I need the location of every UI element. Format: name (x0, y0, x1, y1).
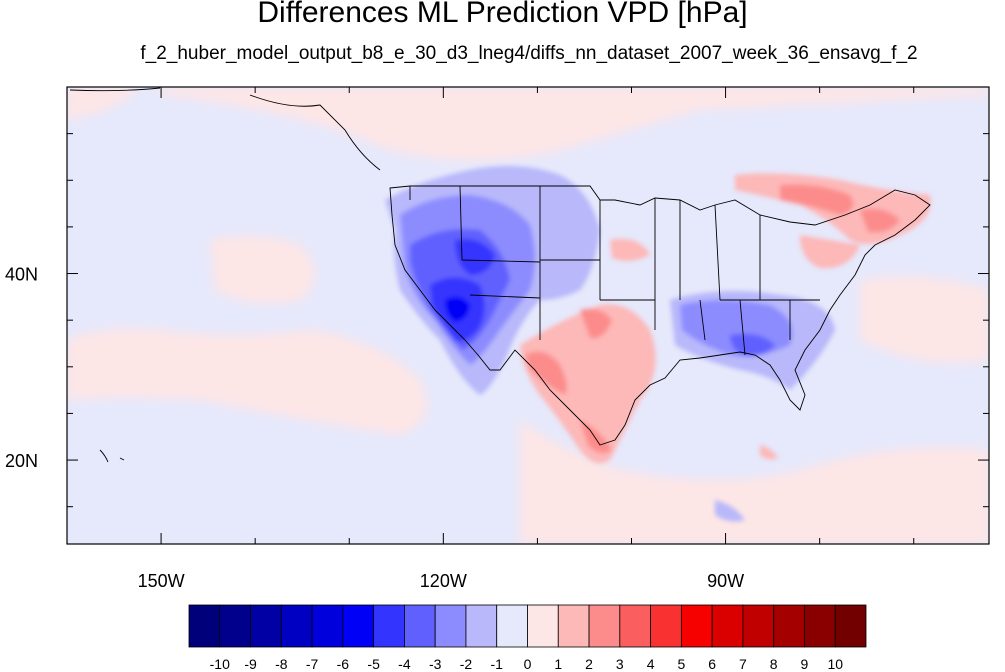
x-tick-label: 150W (138, 571, 185, 591)
colorbar-swatch (619, 604, 651, 648)
colorbar-label: -5 (367, 656, 380, 672)
colorbar-label: -9 (244, 656, 257, 672)
colorbar-swatch (250, 604, 282, 648)
colorbar-label: -1 (491, 656, 504, 672)
y-tick-label: 20N (5, 451, 38, 471)
colorbar-label: 3 (616, 656, 624, 672)
colorbar-swatch (219, 604, 251, 648)
colorbar-label: -7 (306, 656, 319, 672)
colorbar-label: 8 (770, 656, 778, 672)
x-axis-labels: 150W 120W 90W (138, 571, 745, 591)
western-negative-region (385, 166, 600, 395)
colorbar-label: 9 (801, 656, 809, 672)
colorbar-label: 6 (708, 656, 716, 672)
x-tick-label: 120W (420, 571, 467, 591)
colorbar-swatch (465, 604, 498, 648)
coastlines (69, 87, 931, 463)
colorbar-swatch (834, 604, 867, 648)
colorbar-labels: -10 -9 -8 -7 -6 -5 -4 -3 -2 -1 0 1 2 3 4 5 6 7 8 9 10 (210, 656, 844, 672)
colorbar-label: 4 (647, 656, 655, 672)
map-title: Differences ML Prediction VPD [hPa] (257, 0, 748, 29)
colorbar-label: -2 (460, 656, 473, 672)
colorbar-label: 7 (739, 656, 747, 672)
colorbar (188, 604, 867, 648)
mexico-positive-region (520, 304, 778, 464)
x-tick-label: 90W (707, 571, 744, 591)
colorbar-swatch (742, 604, 775, 648)
y-tick-label: 40N (5, 265, 38, 285)
northeast-positive-region (610, 173, 931, 269)
colorbar-label: 0 (524, 656, 532, 672)
colorbar-swatch (404, 604, 436, 648)
colorbar-swatch (188, 604, 221, 648)
colorbar-swatch (804, 604, 836, 648)
colorbar-swatch (773, 604, 805, 648)
colorbar-swatch (588, 604, 621, 648)
colorbar-label: 5 (677, 656, 685, 672)
southeast-negative-region (670, 291, 835, 522)
colorbar-swatch (342, 604, 375, 648)
axis-ticks (66, 86, 989, 544)
ocean-positive-regions (67, 87, 989, 544)
colorbar-label: -8 (275, 656, 288, 672)
colorbar-label: 10 (827, 656, 843, 672)
colorbar-label: -4 (398, 656, 411, 672)
map-subtitle: f_2_huber_model_output_b8_e_30_d3_lneg4/… (140, 43, 918, 64)
colorbar-swatch (373, 604, 405, 648)
colorbar-swatch (711, 604, 744, 648)
colorbar-label: -10 (210, 656, 230, 672)
map-field (67, 87, 989, 544)
map-frame (66, 86, 990, 545)
y-axis-labels: 20N 40N (5, 265, 38, 472)
colorbar-label: 2 (585, 656, 593, 672)
colorbar-label: 1 (554, 656, 562, 672)
colorbar-swatch (557, 604, 590, 648)
colorbar-swatch (527, 604, 559, 648)
colorbar-swatch (496, 604, 528, 648)
colorbar-swatch (680, 604, 713, 648)
colorbar-label: -6 (337, 656, 350, 672)
colorbar-swatch (650, 604, 682, 648)
colorbar-swatch (280, 604, 313, 648)
colorbar-label: -3 (429, 656, 442, 672)
colorbar-swatch (311, 604, 344, 648)
colorbar-swatch (434, 604, 467, 648)
